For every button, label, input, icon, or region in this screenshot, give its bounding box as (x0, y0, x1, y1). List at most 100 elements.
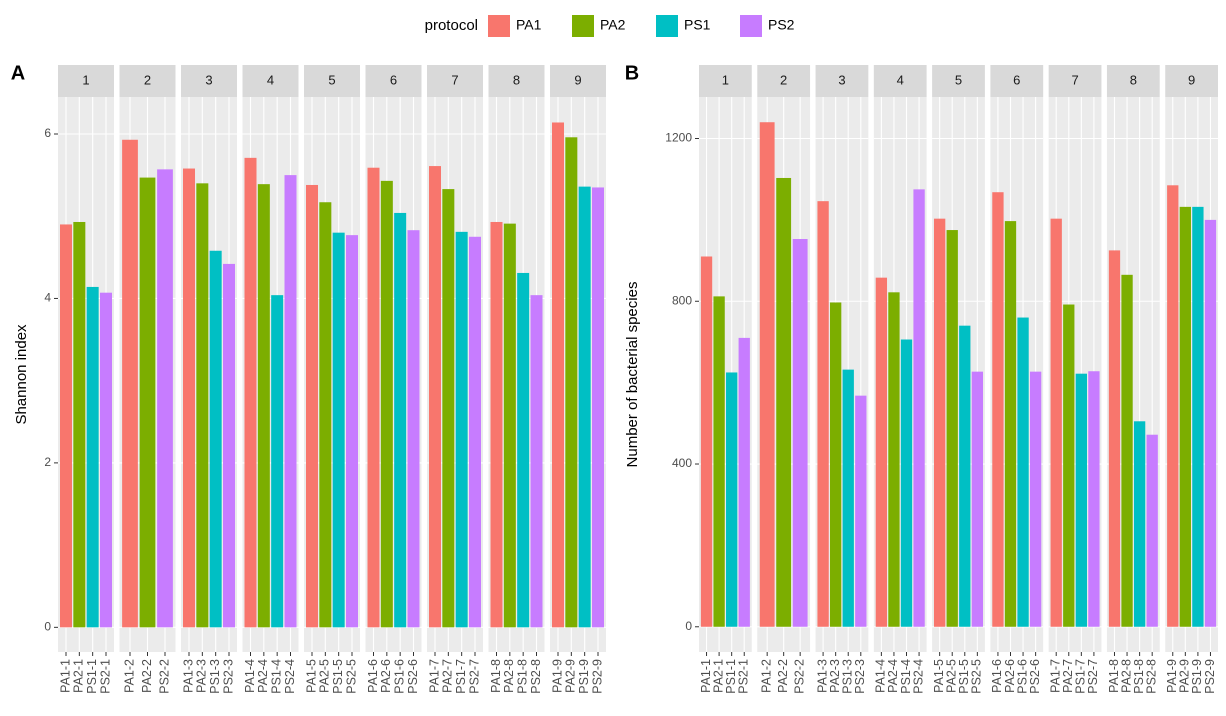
x-tick-label: PA2-7 (1061, 659, 1075, 693)
x-tick-label: PA2-6 (1003, 659, 1017, 693)
x-tick-label: PS2-4 (911, 659, 925, 694)
panel-label: A (11, 62, 25, 84)
x-tick-label: PA1-1 (58, 659, 72, 693)
x-tick-label: PA2-2 (140, 659, 154, 693)
strip-label: 6 (390, 72, 397, 87)
x-tick-label: PA2-1 (72, 659, 86, 693)
bar (592, 187, 604, 628)
bar (223, 263, 235, 628)
bar (971, 371, 984, 627)
x-tick-label: PS1-5 (957, 659, 971, 694)
y-tick-label: 0 (44, 620, 51, 634)
legend-key (488, 15, 510, 37)
bar (738, 337, 750, 627)
x-tick-label: PS1-8 (515, 659, 529, 694)
bar (713, 296, 725, 627)
bar (257, 184, 270, 628)
x-tick-label: PA1-9 (550, 659, 564, 693)
x-tick-label: PS1-9 (577, 659, 591, 694)
bar (1063, 304, 1075, 627)
x-tick-label: PA1-4 (243, 659, 257, 693)
bar (122, 139, 138, 628)
bar (759, 122, 775, 627)
x-tick-label: PA2-8 (502, 659, 516, 693)
bar (86, 286, 99, 628)
x-tick-label: PA1-9 (1165, 659, 1179, 693)
x-tick-label: PA2-5 (945, 659, 959, 693)
strip-label: 3 (205, 72, 212, 87)
x-tick-label: PA2-8 (1119, 659, 1133, 693)
x-tick-label: PS1-7 (454, 659, 468, 694)
x-tick-label: PS2-6 (406, 659, 420, 694)
x-tick-label: PS2-9 (1203, 659, 1217, 694)
strip (119, 65, 176, 97)
strip-label: 2 (780, 72, 787, 87)
bar (196, 183, 209, 628)
x-tick-label: PS2-1 (98, 659, 112, 694)
legend-label: PS2 (768, 17, 795, 33)
x-tick-label: PA1-5 (304, 659, 318, 693)
legend-title: protocol (425, 17, 478, 34)
bar (271, 295, 284, 628)
legend-label: PA2 (600, 17, 626, 33)
bar (319, 202, 332, 628)
x-tick-label: PS2-4 (283, 659, 297, 694)
x-tick-label: PA2-5 (318, 659, 332, 693)
bar (792, 239, 808, 627)
x-tick-label: PA1-1 (699, 659, 713, 693)
panel-label: B (625, 62, 639, 84)
bar (900, 339, 913, 627)
x-tick-label: PA1-7 (1049, 659, 1063, 693)
bar (367, 167, 380, 628)
bar (1004, 221, 1017, 627)
x-tick-label: PA2-9 (1178, 659, 1192, 693)
x-tick-label: PS2-7 (467, 659, 481, 694)
y-tick-label: 400 (672, 456, 692, 470)
bar (1146, 434, 1158, 627)
strip-label: 9 (574, 72, 581, 87)
bar (817, 201, 829, 627)
x-tick-label: PS2-3 (853, 659, 867, 694)
x-tick-label: PA1-6 (990, 659, 1004, 693)
strip (932, 65, 985, 97)
strip (757, 65, 811, 97)
bar (306, 184, 318, 628)
strip-label: 6 (1013, 72, 1020, 87)
legend-label: PS1 (684, 17, 711, 33)
bar (700, 256, 713, 627)
x-tick-label: PA2-9 (564, 659, 578, 693)
x-tick-label: PA2-6 (379, 659, 393, 693)
strip-label: 7 (451, 72, 458, 87)
bar (992, 192, 1004, 627)
bar (530, 295, 543, 628)
bar (244, 157, 257, 628)
bar (346, 235, 358, 628)
strip (699, 65, 752, 97)
x-tick-label: PA1-3 (815, 659, 829, 693)
legend-key (572, 15, 594, 37)
strip (815, 65, 869, 97)
bar (407, 230, 420, 628)
x-tick-label: PS2-5 (344, 659, 358, 694)
y-tick-label: 6 (44, 126, 51, 140)
bar (842, 369, 854, 627)
strip (1048, 65, 1102, 97)
x-tick-label: PA1-8 (489, 659, 503, 693)
y-tick-label: 0 (685, 619, 692, 633)
x-tick-label: PS2-6 (1028, 659, 1042, 694)
legend-key (656, 15, 678, 37)
strip-label: 8 (1130, 72, 1137, 87)
y-tick-label: 4 (44, 291, 51, 305)
y-tick-label: 800 (672, 293, 692, 307)
strip (365, 65, 422, 97)
x-tick-label: PS2-7 (1086, 659, 1100, 694)
bar (726, 372, 738, 627)
x-tick-label: PS1-3 (208, 659, 222, 694)
x-tick-label: PS2-8 (529, 659, 543, 694)
bar (332, 232, 345, 628)
strip (427, 65, 483, 97)
x-tick-label: PS2-8 (1144, 659, 1158, 694)
x-tick-label: PA1-5 (932, 659, 946, 693)
